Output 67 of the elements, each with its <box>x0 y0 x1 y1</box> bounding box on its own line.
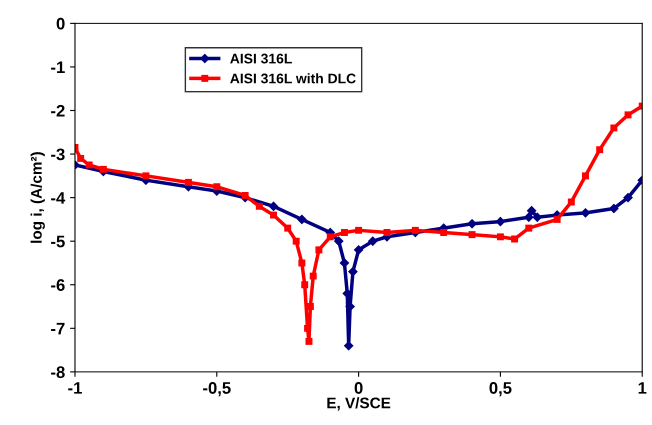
y-tick-label: -3 <box>51 148 65 160</box>
point <box>524 212 534 222</box>
point <box>354 245 364 255</box>
x-tick-label: -1 <box>68 382 82 394</box>
point <box>348 267 358 276</box>
point <box>554 216 561 223</box>
point <box>340 258 350 268</box>
point <box>305 338 312 345</box>
point <box>310 272 317 280</box>
legend-label: AISI 316L with DLC <box>230 73 356 84</box>
point <box>383 229 390 236</box>
y-tick-label: -7 <box>51 322 65 334</box>
point <box>298 259 306 266</box>
point <box>526 206 536 216</box>
point <box>213 183 220 190</box>
point <box>304 324 312 332</box>
x-tick-label: 0 <box>354 382 363 394</box>
x-tick-label: 0,5 <box>489 382 512 396</box>
point <box>467 219 477 228</box>
point <box>292 238 300 245</box>
y-axis-title: log i, (A/cm²) <box>30 152 45 243</box>
point <box>468 231 476 238</box>
point <box>315 246 322 254</box>
point <box>142 172 150 180</box>
x-tick-label: -0,5 <box>203 382 231 396</box>
y-tick-label: -1 <box>51 62 65 73</box>
point <box>297 214 306 224</box>
point <box>580 208 590 218</box>
point <box>242 192 249 199</box>
point <box>340 229 348 236</box>
point <box>301 281 308 288</box>
legend-label: AISI 316L <box>230 54 292 64</box>
point <box>100 166 107 173</box>
point <box>256 202 263 210</box>
point <box>596 146 604 154</box>
y-tick-label: -4 <box>51 192 66 204</box>
point <box>326 233 334 240</box>
point <box>511 236 518 242</box>
point <box>610 124 618 132</box>
point <box>609 204 618 214</box>
point <box>334 236 344 246</box>
point <box>496 216 506 226</box>
point <box>496 233 504 240</box>
x-tick-label: 1 <box>638 382 646 394</box>
y-tick-label: -2 <box>51 104 65 117</box>
y-tick-label: -6 <box>51 279 65 291</box>
y-tick-label: -5 <box>51 236 65 248</box>
y-tick-label: 0 <box>56 18 65 30</box>
x-axis-title: E, V/SCE <box>327 397 390 411</box>
point <box>184 178 192 186</box>
point <box>306 303 314 310</box>
point <box>268 202 278 211</box>
point <box>624 111 632 118</box>
point <box>582 172 589 180</box>
point <box>86 161 93 168</box>
point <box>440 229 448 236</box>
point <box>355 226 362 234</box>
y-tick-label: -8 <box>51 366 65 378</box>
point <box>525 224 532 232</box>
point <box>368 236 378 246</box>
point <box>270 212 277 219</box>
point <box>412 226 419 234</box>
point <box>568 198 575 206</box>
point <box>532 212 542 222</box>
point <box>623 193 633 202</box>
point <box>284 224 292 232</box>
point <box>77 154 84 162</box>
